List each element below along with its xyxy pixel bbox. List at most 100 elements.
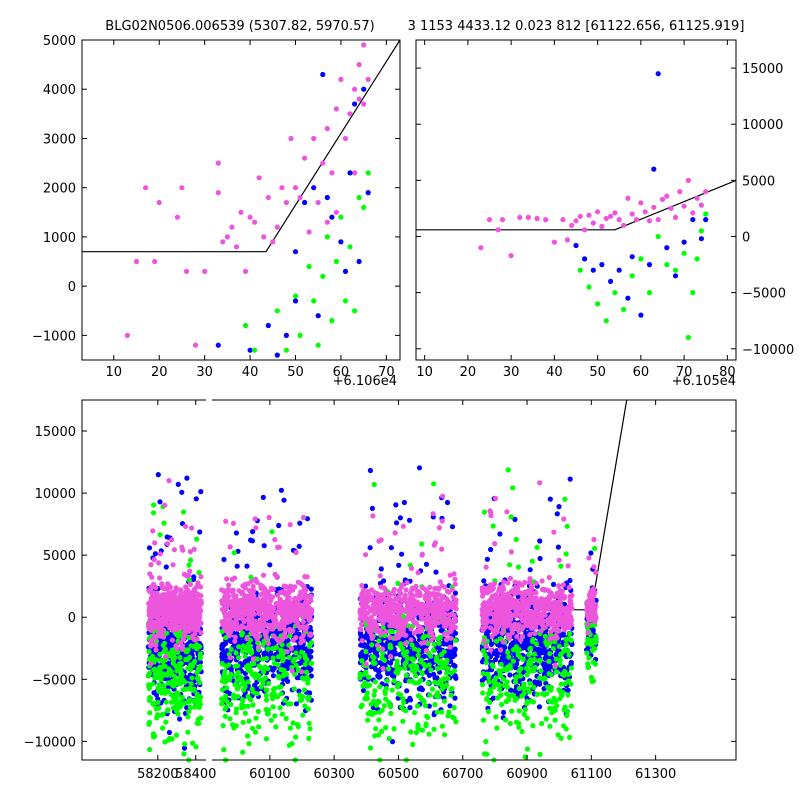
p3-point-green-2601	[228, 701, 234, 708]
p2-point-green-15	[694, 256, 700, 262]
p2-point-magenta-41	[694, 195, 700, 201]
p3-point-magenta-4421	[380, 620, 386, 626]
p1-point-magenta-26	[283, 199, 289, 206]
p3-point-green-3093	[556, 687, 562, 693]
p3-point-magenta-4544	[390, 591, 397, 597]
p3-point-magenta-4723	[415, 588, 421, 594]
p3-point-magenta-4130	[223, 518, 229, 524]
p3-point-green-2376	[187, 685, 193, 692]
p3-point-green-2387	[185, 665, 191, 671]
p3-point-blue-646	[297, 520, 303, 526]
p3-point-magenta-3829	[256, 644, 262, 650]
p3-point-green-3106	[510, 485, 516, 491]
p1-point-magenta-16	[238, 209, 244, 215]
p1-point-green-5	[297, 332, 303, 338]
p3-point-green-2903	[405, 655, 411, 661]
p3-point-green-2591	[260, 656, 266, 662]
p3-point-magenta-4639	[404, 580, 410, 586]
p3-point-blue-1724	[484, 556, 490, 562]
p3-point-magenta-4169	[286, 595, 292, 601]
p1-point-green-8	[315, 342, 321, 348]
p3-point-green-3044	[513, 536, 519, 543]
p3-point-blue-557	[244, 563, 250, 569]
p3-point-green-2955	[524, 715, 530, 721]
p2-point-magenta-21	[608, 213, 614, 219]
p3-point-magenta-4610	[430, 511, 436, 517]
p3-point-green-2815	[408, 729, 414, 735]
p3-point-green-2499	[275, 694, 281, 700]
p3-point-green-2873	[441, 676, 447, 682]
p3-point-green-2604	[237, 674, 244, 680]
p3-point-green-2676	[371, 692, 377, 698]
p2-point-green-8	[646, 290, 653, 296]
p2-xtick-label-7: 80	[719, 365, 736, 380]
p3-point-green-3054	[531, 651, 538, 657]
p3-point-green-2726	[376, 717, 382, 723]
p3-point-green-2958	[558, 735, 564, 741]
p3-point-green-2239	[147, 710, 153, 716]
p3-point-green-3150	[480, 682, 486, 688]
p3-point-green-3132	[563, 636, 569, 643]
p3-point-green-2215	[161, 520, 167, 526]
p3-point-magenta-3721	[181, 612, 187, 618]
p3-point-magenta-4201	[224, 621, 230, 627]
p3-point-green-3005	[558, 681, 564, 687]
p3-point-blue-1297	[433, 569, 439, 575]
p3-point-magenta-4138	[296, 596, 302, 602]
p2-point-magenta-33	[659, 196, 666, 202]
p2-point-magenta-0	[478, 245, 484, 251]
p3-point-magenta-4446	[363, 661, 369, 667]
p3-point-magenta-4588	[447, 572, 453, 578]
p3-point-green-2283	[166, 666, 172, 672]
p3-point-magenta-4117	[299, 669, 305, 675]
p1-point-blue-13	[338, 239, 344, 245]
p3-point-green-2495	[264, 687, 270, 693]
p3-point-green-2532	[221, 747, 227, 753]
p3-point-magenta-3654	[187, 581, 193, 588]
p3-point-blue-1886	[537, 681, 543, 687]
p3-point-green-3124	[516, 685, 523, 692]
p1-point-magenta-1	[133, 258, 140, 265]
p2-ytick-label-4: 10000	[742, 118, 783, 133]
p3-point-green-3186	[591, 545, 598, 552]
p1-point-magenta-30	[302, 155, 308, 161]
p3-point-magenta-4325	[380, 665, 386, 672]
p3-point-green-2394	[178, 666, 184, 672]
p3-point-magenta-4645	[363, 594, 369, 600]
p1-point-green-1	[252, 347, 258, 353]
p1-point-blue-18	[361, 86, 367, 92]
p3-point-green-2691	[400, 718, 406, 724]
p3-point-green-3123	[561, 672, 567, 678]
p3-point-magenta-3495	[157, 575, 163, 581]
p3-point-magenta-4078	[232, 638, 238, 644]
p3-point-green-2766	[413, 663, 419, 669]
p1-ytick-label-0: −1000	[32, 329, 76, 344]
p3-point-green-3116	[481, 509, 487, 515]
p3-point-green-2857	[369, 642, 375, 648]
p3-point-green-2869	[418, 657, 424, 664]
p3-point-green-2870	[431, 726, 437, 732]
p3-point-green-3162	[497, 672, 503, 679]
p1-xtick-label-5: 60	[333, 365, 350, 380]
p1-point-magenta-37	[329, 170, 335, 176]
p2-point-green-13	[685, 334, 692, 341]
p1-point-magenta-13	[224, 234, 230, 240]
p3-point-magenta-4193	[258, 622, 264, 628]
p3-point-magenta-4237	[296, 612, 302, 618]
p3-point-green-2589	[261, 669, 267, 675]
p3-point-magenta-3649	[180, 625, 186, 631]
p2-point-green-12	[681, 250, 687, 256]
p3-point-green-3179	[486, 679, 492, 685]
p3-point-blue-1328	[367, 467, 373, 474]
p3-point-blue-761	[307, 690, 313, 696]
p2-point-magenta-3	[499, 217, 506, 223]
p1-point-magenta-11	[215, 190, 221, 196]
p3-point-green-2858	[435, 636, 441, 642]
p3-point-magenta-4234	[302, 624, 308, 630]
p3-point-green-2475	[242, 653, 248, 659]
p1-point-magenta-22	[265, 194, 271, 201]
p3-point-green-2807	[391, 678, 397, 684]
p3-point-green-3133	[494, 638, 500, 644]
p3-point-blue-1691	[542, 655, 548, 662]
